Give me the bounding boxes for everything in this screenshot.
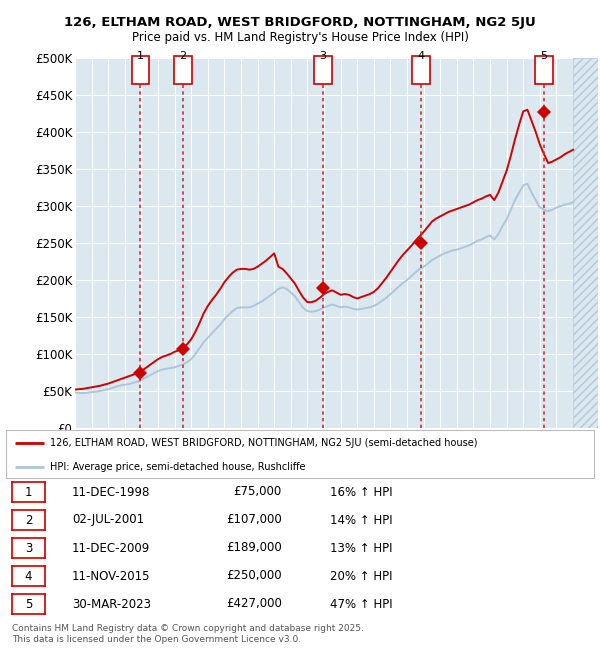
Text: 4: 4 — [418, 51, 425, 61]
Text: 47% ↑ HPI: 47% ↑ HPI — [330, 597, 392, 610]
Text: 126, ELTHAM ROAD, WEST BRIDGFORD, NOTTINGHAM, NG2 5JU: 126, ELTHAM ROAD, WEST BRIDGFORD, NOTTIN… — [64, 16, 536, 29]
Text: 126, ELTHAM ROAD, WEST BRIDGFORD, NOTTINGHAM, NG2 5JU (semi-detached house): 126, ELTHAM ROAD, WEST BRIDGFORD, NOTTIN… — [50, 438, 478, 448]
FancyBboxPatch shape — [412, 56, 430, 84]
Text: 30-MAR-2023: 30-MAR-2023 — [72, 597, 151, 610]
Text: 14% ↑ HPI: 14% ↑ HPI — [330, 514, 392, 526]
FancyBboxPatch shape — [131, 56, 149, 84]
FancyBboxPatch shape — [535, 56, 553, 84]
Text: £189,000: £189,000 — [226, 541, 282, 554]
Text: 3: 3 — [25, 541, 32, 554]
Text: 4: 4 — [25, 569, 32, 582]
Text: Price paid vs. HM Land Registry's House Price Index (HPI): Price paid vs. HM Land Registry's House … — [131, 31, 469, 44]
Bar — [573, 58, 598, 428]
Text: £107,000: £107,000 — [226, 514, 282, 526]
FancyBboxPatch shape — [174, 56, 192, 84]
Text: £427,000: £427,000 — [226, 597, 282, 610]
Text: 1: 1 — [25, 486, 32, 499]
Text: 2: 2 — [25, 514, 32, 526]
Text: £250,000: £250,000 — [226, 569, 282, 582]
Text: 11-DEC-1998: 11-DEC-1998 — [72, 486, 151, 499]
Text: 16% ↑ HPI: 16% ↑ HPI — [330, 486, 392, 499]
Text: 13% ↑ HPI: 13% ↑ HPI — [330, 541, 392, 554]
Text: 20% ↑ HPI: 20% ↑ HPI — [330, 569, 392, 582]
Text: £75,000: £75,000 — [234, 486, 282, 499]
FancyBboxPatch shape — [314, 56, 332, 84]
Text: 1: 1 — [137, 51, 144, 61]
Text: Contains HM Land Registry data © Crown copyright and database right 2025.
This d: Contains HM Land Registry data © Crown c… — [12, 624, 364, 644]
Text: 11-DEC-2009: 11-DEC-2009 — [72, 541, 150, 554]
Text: 2: 2 — [179, 51, 187, 61]
Text: 5: 5 — [25, 597, 32, 610]
Text: 5: 5 — [541, 51, 547, 61]
Text: HPI: Average price, semi-detached house, Rushcliffe: HPI: Average price, semi-detached house,… — [50, 462, 305, 473]
Text: 02-JUL-2001: 02-JUL-2001 — [72, 514, 144, 526]
Text: 11-NOV-2015: 11-NOV-2015 — [72, 569, 151, 582]
Text: 3: 3 — [320, 51, 326, 61]
